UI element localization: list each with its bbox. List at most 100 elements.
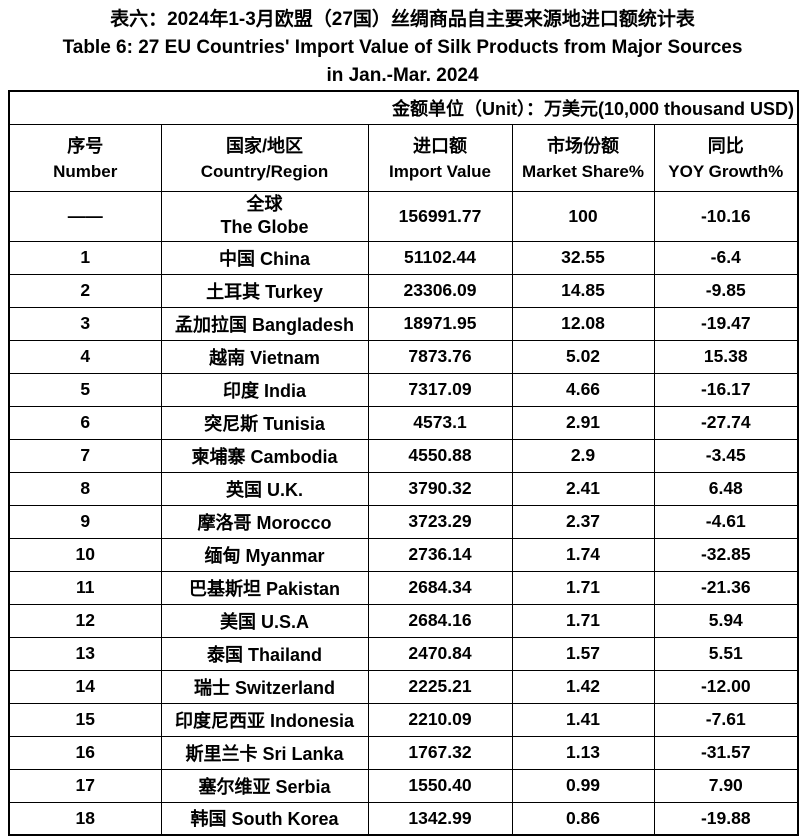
country-row: 2 土耳其 Turkey 23306.09 14.85 -9.85 [8, 273, 799, 308]
country-name-line: 中国 China [218, 248, 310, 269]
number-cell: 10 [8, 537, 162, 572]
number-cell: 13 [8, 636, 162, 671]
country-name-line: 英国 U.K. [225, 479, 303, 500]
market-share-cell: 1.41 [511, 702, 655, 737]
import-value-cell: 7317.09 [367, 372, 513, 407]
import-value-cell: 2470.84 [367, 636, 513, 671]
country-cell: 韩国 South Korea [160, 801, 369, 836]
country-cell: 缅甸 Myanmar [160, 537, 369, 572]
number-cell: 3 [8, 306, 162, 341]
country-cell: 瑞士 Switzerland [160, 669, 369, 704]
market-share-cell: 1.74 [511, 537, 655, 572]
column-header-label-cn: 序号 [67, 135, 104, 156]
country-row: 7 柬埔寨 Cambodia 4550.88 2.9 -3.45 [8, 438, 799, 473]
market-share-cell: 32.55 [511, 240, 655, 275]
market-share-cell: 4.66 [511, 372, 655, 407]
market-share-cell: 12.08 [511, 306, 655, 341]
country-cell: 美国 U.S.A [160, 603, 369, 638]
import-value-cell: 4550.88 [367, 438, 513, 473]
country-row: 15 印度尼西亚 Indonesia 2210.09 1.41 -7.61 [8, 702, 799, 737]
number-cell: 9 [8, 504, 162, 539]
number-cell: 18 [8, 801, 162, 836]
market-share-cell: 1.42 [511, 669, 655, 704]
market-share-cell: 1.71 [511, 603, 655, 638]
column-header-label-cn: 同比 [707, 135, 744, 156]
country-name-line: 摩洛哥 Morocco [197, 512, 332, 533]
country-cell: 全球 The Globe [160, 190, 369, 242]
country-row: 1 中国 China 51102.44 32.55 -6.4 [8, 240, 799, 275]
table-head: 金额单位（Unit）：万美元(10,000 thousand USD) 序号 Nu… [8, 90, 799, 192]
country-name-line: 瑞士 Switzerland [193, 677, 336, 698]
country-name-line: 孟加拉国 Bangladesh [174, 314, 355, 335]
import-value-cell: 2210.09 [367, 702, 513, 737]
import-value-cell: 51102.44 [367, 240, 513, 275]
yoy-growth-cell: 7.90 [653, 768, 799, 803]
market-share-cell: 2.41 [511, 471, 655, 506]
yoy-growth-cell: 5.51 [653, 636, 799, 671]
country-row: 4 越南 Vietnam 7873.76 5.02 15.38 [8, 339, 799, 374]
yoy-growth-cell: -19.47 [653, 306, 799, 341]
country-name-line: 缅甸 Myanmar [204, 545, 325, 566]
yoy-growth-cell: -27.74 [653, 405, 799, 440]
country-cell: 斯里兰卡 Sri Lanka [160, 735, 369, 770]
country-row: 17 塞尔维亚 Serbia 1550.40 0.99 7.90 [8, 768, 799, 803]
yoy-growth-cell: -12.00 [653, 669, 799, 704]
market-share-cell: 5.02 [511, 339, 655, 374]
number-cell: 1 [8, 240, 162, 275]
import-value-cell: 2684.34 [367, 570, 513, 605]
country-name-line: 巴基斯坦 Pakistan [188, 578, 341, 599]
yoy-growth-cell: -19.88 [653, 801, 799, 836]
market-share-cell: 0.86 [511, 801, 655, 836]
country-name-line: The Globe [220, 217, 309, 237]
number-cell: 2 [8, 273, 162, 308]
column-header-number: 序号 Number [8, 123, 162, 192]
country-row: 5 印度 India 7317.09 4.66 -16.17 [8, 372, 799, 407]
country-cell: 巴基斯坦 Pakistan [160, 570, 369, 605]
market-share-cell: 1.71 [511, 570, 655, 605]
country-cell: 泰国 Thailand [160, 636, 369, 671]
import-value-cell: 7873.76 [367, 339, 513, 374]
country-row: 16 斯里兰卡 Sri Lanka 1767.32 1.13 -31.57 [8, 735, 799, 770]
column-header-label-cn: 市场份额 [547, 135, 619, 156]
market-share-cell: 0.99 [511, 768, 655, 803]
country-row: 9 摩洛哥 Morocco 3723.29 2.37 -4.61 [8, 504, 799, 539]
country-name-line: 斯里兰卡 Sri Lanka [185, 743, 344, 764]
yoy-growth-cell: 6.48 [653, 471, 799, 506]
country-name-line: 印度 India [222, 380, 306, 401]
country-cell: 英国 U.K. [160, 471, 369, 506]
import-value-cell: 3790.32 [367, 471, 513, 506]
country-row: 11 巴基斯坦 Pakistan 2684.34 1.71 -21.36 [8, 570, 799, 605]
column-header-yoy-growth: 同比 YOY Growth% [653, 123, 799, 192]
yoy-growth-cell: -10.16 [653, 190, 799, 242]
import-value-cell: 4573.1 [367, 405, 513, 440]
import-value-cell: 1767.32 [367, 735, 513, 770]
country-name-line: 塞尔维亚 Serbia [198, 776, 331, 797]
number-cell: —— [8, 190, 162, 242]
column-header-label-en: Country/Region [200, 161, 329, 181]
country-row: 18 韩国 South Korea 1342.99 0.86 -19.88 [8, 801, 799, 836]
market-share-cell: 1.57 [511, 636, 655, 671]
yoy-growth-cell: -16.17 [653, 372, 799, 407]
table-body: —— 全球 The Globe 156991.77 100 -10.16 1 中国 China… [8, 190, 799, 836]
market-share-cell: 2.37 [511, 504, 655, 539]
number-cell: 15 [8, 702, 162, 737]
country-cell: 印度 India [160, 372, 369, 407]
column-header-label-en: Import Value [388, 161, 492, 181]
column-header-import-value: 进口额 Import Value [367, 123, 513, 192]
import-value-cell: 3723.29 [367, 504, 513, 539]
yoy-growth-cell: 5.94 [653, 603, 799, 638]
table-title-block: 表六：2024年1-3月欧盟（27国）丝绸商品自主要来源地进口额统计表 Tabl… [0, 0, 805, 90]
market-share-cell: 14.85 [511, 273, 655, 308]
silk-import-table: 金额单位（Unit）：万美元(10,000 thousand USD) 序号 Nu… [8, 90, 799, 836]
yoy-growth-cell: -21.36 [653, 570, 799, 605]
country-name-line: 突尼斯 Tunisia [204, 413, 325, 434]
country-cell: 柬埔寨 Cambodia [160, 438, 369, 473]
import-value-cell: 1342.99 [367, 801, 513, 836]
column-header-label-en: YOY Growth% [668, 161, 784, 181]
country-row: 13 泰国 Thailand 2470.84 1.57 5.51 [8, 636, 799, 671]
column-header-country-region: 国家/地区 Country/Region [160, 123, 369, 192]
country-name-line: 柬埔寨 Cambodia [191, 446, 338, 467]
country-cell: 塞尔维亚 Serbia [160, 768, 369, 803]
globe-total-row: —— 全球 The Globe 156991.77 100 -10.16 [8, 190, 799, 242]
